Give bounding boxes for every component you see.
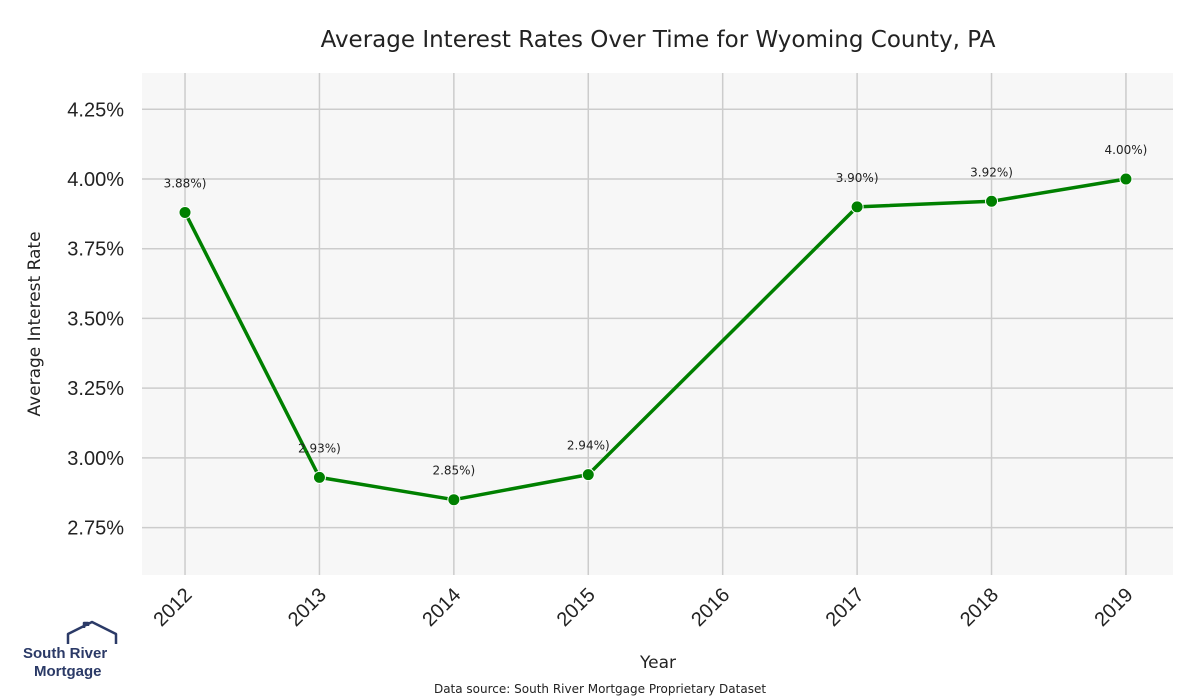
- source-note: Data source: South River Mortgage Propri…: [434, 682, 766, 696]
- data-point: [1119, 172, 1133, 186]
- data-point: [447, 493, 461, 507]
- data-label: 2.93%): [298, 441, 341, 455]
- grid-lines: [142, 73, 1173, 575]
- x-tick-label: 2015: [553, 584, 600, 631]
- x-tick-label: 2019: [1090, 584, 1137, 631]
- data-point: [178, 205, 192, 219]
- data-label: 3.90%): [836, 171, 879, 185]
- y-axis-label: Average Interest Rate: [25, 231, 45, 416]
- y-tick-label: 4.00%: [67, 169, 124, 191]
- chart-title: Average Interest Rates Over Time for Wyo…: [321, 27, 996, 53]
- data-label: 2.94%): [567, 439, 610, 453]
- y-axis-ticks: 2.75% 3.00% 3.25% 3.50% 3.75% 4.00% 4.25%: [67, 99, 124, 539]
- house-icon: [66, 620, 118, 644]
- data-point: [312, 470, 326, 484]
- company-logo: South River Mortgage: [23, 620, 118, 680]
- data-labels: 3.88%) 2.93%) 2.85%) 2.94%) 3.90%) 3.92%) 4.00…: [164, 143, 1148, 478]
- x-tick-label: 2013: [284, 584, 331, 631]
- y-tick-label: 3.25%: [67, 378, 124, 400]
- x-tick-label: 2014: [418, 584, 465, 631]
- data-point: [581, 468, 595, 482]
- x-tick-label: 2016: [687, 584, 734, 631]
- data-point: [985, 194, 999, 208]
- x-tick-label: 2012: [150, 584, 197, 631]
- x-axis-ticks: 2012 2013 2014 2015 2016 2017 2018 2019: [150, 584, 1138, 631]
- y-tick-label: 3.75%: [67, 239, 124, 261]
- data-label: 2.85%): [432, 464, 475, 478]
- logo-line-2: Mortgage: [34, 663, 102, 680]
- plot-area: [142, 73, 1173, 575]
- x-axis-label: Year: [639, 653, 676, 673]
- data-label: 3.92%): [970, 165, 1013, 179]
- y-tick-label: 2.75%: [67, 518, 124, 540]
- y-tick-label: 4.25%: [67, 99, 124, 121]
- logo-line-1: South River: [23, 645, 107, 662]
- x-tick-label: 2018: [956, 584, 1003, 631]
- y-tick-label: 3.00%: [67, 448, 124, 470]
- data-series: [178, 172, 1133, 507]
- y-tick-label: 3.50%: [67, 308, 124, 330]
- x-tick-label: 2017: [822, 584, 869, 631]
- data-point: [850, 200, 864, 214]
- data-label: 4.00%): [1105, 143, 1148, 157]
- data-label: 3.88%): [164, 176, 207, 190]
